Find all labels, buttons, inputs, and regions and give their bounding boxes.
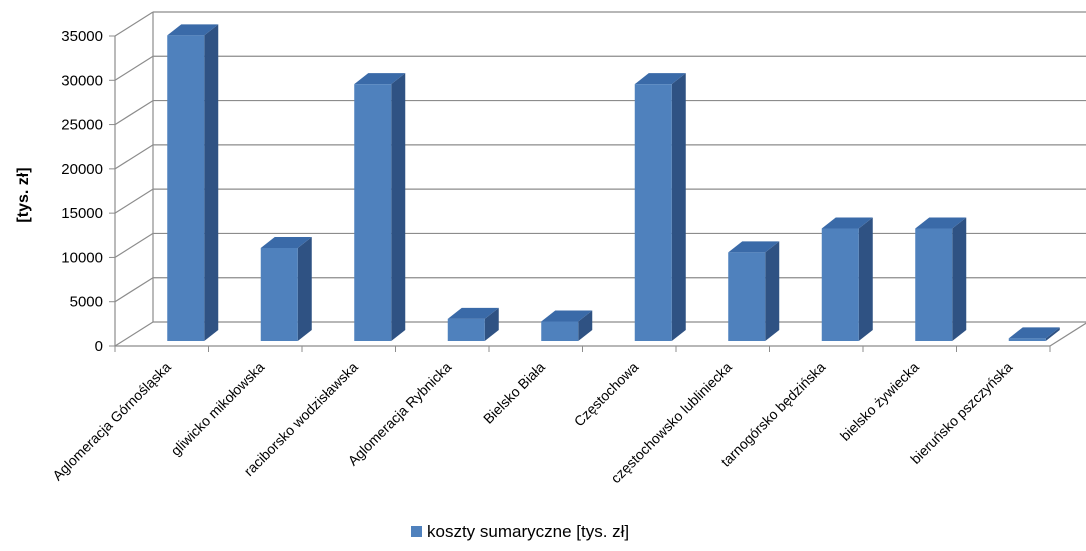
- gridline-side: [114, 232, 154, 258]
- x-tick-label: bieruńsko pszczyńska: [907, 359, 1015, 467]
- y-tick-label: 5000: [70, 294, 103, 311]
- bar-top: [260, 237, 312, 248]
- bar-front: [1008, 338, 1046, 341]
- bar-side: [952, 217, 967, 341]
- bar-front: [541, 321, 579, 341]
- bar: [167, 24, 219, 342]
- axes: [109, 12, 1086, 352]
- gridline-side: [114, 188, 154, 214]
- bar-top: [167, 24, 219, 36]
- gridline-side: [114, 277, 154, 303]
- x-tick-label: Częstochowa: [571, 359, 642, 430]
- bar-front: [167, 35, 205, 342]
- bar: [541, 310, 593, 341]
- gridline-side: [114, 55, 154, 81]
- bar-top: [821, 217, 873, 229]
- bar-side: [765, 241, 780, 341]
- bar-front: [728, 252, 766, 341]
- bar: [634, 73, 686, 342]
- bar-side: [578, 310, 593, 341]
- bar-front: [915, 228, 953, 341]
- bar-top: [915, 217, 967, 229]
- gridline-side: [114, 144, 154, 170]
- floor-right-edge: [1049, 322, 1086, 347]
- bar-front: [354, 84, 392, 342]
- y-tick-labels: 0 5000 10000 15000 20000 25000 30000 35000: [61, 28, 103, 355]
- y-tick-label: 25000: [61, 117, 103, 134]
- legend-swatch: [411, 526, 422, 537]
- bar-top: [728, 241, 780, 253]
- bar-side: [391, 73, 406, 342]
- y-tick-label: 15000: [61, 205, 103, 222]
- bar-side: [297, 237, 312, 341]
- bar-side: [204, 24, 219, 342]
- bar: [260, 237, 312, 341]
- bar-side: [1045, 327, 1060, 341]
- bar-top: [1008, 327, 1060, 339]
- legend-label: koszty sumaryczne [tys. zł]: [427, 522, 629, 541]
- bar-front: [821, 228, 859, 341]
- bar: [1008, 327, 1060, 341]
- bar: [728, 241, 780, 341]
- x-tick-label: Aglomeracja Górnośląska: [49, 359, 174, 484]
- bar-top: [541, 310, 593, 322]
- bar-front: [447, 318, 485, 341]
- bar: [354, 73, 406, 342]
- bar: [915, 217, 967, 341]
- gridline-side: [114, 100, 154, 126]
- bar: [447, 307, 499, 341]
- x-tick-label: gliwicko mikołowska: [167, 359, 267, 459]
- x-tick-label: Bielsko Biała: [480, 359, 548, 427]
- y-tick-label: 35000: [61, 28, 103, 45]
- y-tick-label: 20000: [61, 161, 103, 178]
- y-tick-label: 10000: [61, 249, 103, 266]
- bar-top: [634, 73, 686, 85]
- y-tick-label: 30000: [61, 72, 103, 89]
- gridline-side: [114, 11, 154, 37]
- bar-side: [484, 307, 499, 341]
- x-tick-label: bielsko żywiecka: [837, 359, 922, 444]
- bars: [167, 24, 1060, 342]
- gridline-side: [114, 321, 154, 347]
- legend: koszty sumaryczne [tys. zł]: [411, 522, 629, 541]
- bar: [821, 217, 873, 341]
- bar-top: [354, 73, 406, 85]
- y-axis-label: [tys. zł]: [15, 167, 32, 222]
- bar-top: [447, 307, 499, 319]
- bar-side: [671, 73, 686, 342]
- bar-front: [634, 84, 672, 342]
- y-tick-label: 0: [95, 338, 103, 355]
- x-tick-label: Aglomeracja Rybnicka: [345, 359, 455, 469]
- bar-front: [260, 248, 298, 341]
- bar-side: [858, 217, 873, 341]
- x-tick-label: tarnogórsko będzińska: [717, 359, 828, 470]
